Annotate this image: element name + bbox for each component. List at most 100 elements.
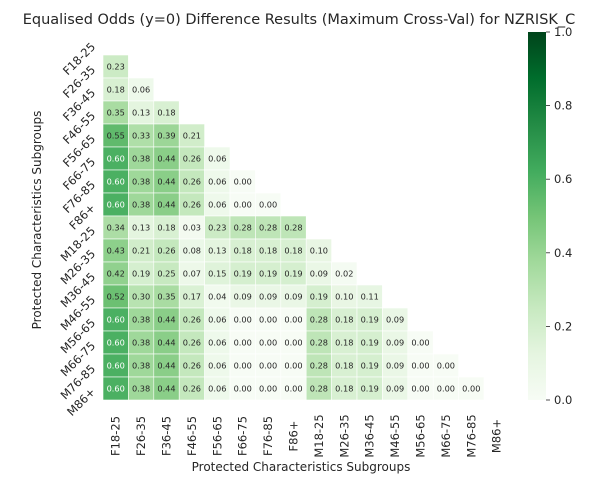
cell-value-label: 0.19 [310,292,328,302]
colorbar-tick-label: 0.4 [554,246,572,260]
x-tick-label: F76-85 [261,416,275,456]
cell-value-label: 0.19 [132,269,150,279]
cell-value-label: 0.19 [259,269,277,279]
cell-value-label: 0.00 [234,338,252,348]
cell-value-label: 0.06 [208,154,226,164]
x-tick-label: F56-65 [210,416,224,456]
cell-value-label: 0.18 [157,108,175,118]
cell-value-label: 0.34 [107,223,125,233]
cell-value-label: 0.00 [284,361,302,371]
x-tick-label: M76-85 [464,414,478,457]
cell-value-label: 0.38 [132,177,150,187]
colorbar [528,32,546,400]
cell-value-label: 0.00 [437,384,455,394]
cell-value-label: 0.18 [234,246,252,256]
cell-value-label: 0.26 [183,154,201,164]
x-tick-label: F36-45 [160,416,174,456]
cell-value-label: 0.09 [386,361,404,371]
cell-value-label: 0.00 [411,384,429,394]
cell-value-label: 0.43 [107,246,125,256]
cell-value-label: 0.35 [107,108,125,118]
cell-value-label: 0.06 [132,85,150,95]
cell-value-label: 0.02 [335,269,353,279]
cell-value-label: 0.00 [234,315,252,325]
colorbar-tick-label: 0.2 [554,319,572,333]
cell-value-label: 0.00 [462,384,480,394]
cell-value-label: 0.00 [234,384,252,394]
cell-value-label: 0.35 [157,292,175,302]
cell-value-label: 0.38 [132,384,150,394]
colorbar-tick-label: 0.8 [554,99,572,113]
cell-value-label: 0.18 [157,223,175,233]
cell-value-label: 0.23 [208,223,226,233]
cell-value-label: 0.39 [157,131,175,141]
cell-value-label: 0.25 [157,269,175,279]
x-tick-label: M86+ [490,419,504,453]
x-tick-label: M46-55 [388,414,402,457]
cell-value-label: 0.28 [259,223,277,233]
cell-value-label: 0.00 [234,200,252,210]
cell-value-label: 0.60 [107,177,125,187]
cell-value-label: 0.55 [107,131,125,141]
cell-value-label: 0.06 [208,384,226,394]
cell-value-label: 0.19 [361,384,379,394]
x-tick-labels: F18-25 F26-35 F36-45 F46-55 F56-65 F66-75 F76-… [109,414,504,457]
cell-value-label: 0.26 [183,361,201,371]
colorbar-ticks: 0.0 0.2 0.4 0.6 0.8 1.0 [546,25,572,407]
cell-value-label: 0.42 [107,269,125,279]
cell-value-label: 0.04 [208,292,226,302]
cell-value-label: 0.28 [310,384,328,394]
cell-value-label: 0.19 [361,315,379,325]
cell-value-label: 0.33 [132,131,150,141]
cell-value-label: 0.19 [361,338,379,348]
cell-value-label: 0.18 [259,246,277,256]
cell-value-label: 0.19 [284,269,302,279]
x-tick-label: M56-65 [414,414,428,457]
x-tick-label: F46-55 [185,416,199,456]
cell-value-label: 0.13 [132,223,150,233]
cell-value-label: 0.06 [208,338,226,348]
cell-value-label: 0.60 [107,361,125,371]
x-tick-label: F86+ [287,421,301,452]
x-axis-label: Protected Characteristics Subgroups [192,460,411,474]
cell-value-label: 0.10 [310,246,328,256]
cell-value-label: 0.06 [208,177,226,187]
chart-title: Equalised Odds (y=0) Difference Results … [23,12,576,28]
cell-value-label: 0.13 [208,246,226,256]
colorbar-tick-label: 1.0 [554,25,572,39]
cell-value-label: 0.26 [157,246,175,256]
cell-value-label: 0.00 [411,338,429,348]
cell-value-label: 0.26 [183,315,201,325]
y-tick-labels: F18-25F26-35F36-45F46-55F56-65F66-75F76-… [58,40,99,419]
cell-value-label: 0.38 [132,361,150,371]
cell-value-label: 0.00 [411,361,429,371]
cell-value-label: 0.09 [259,292,277,302]
colorbar-tick-label: 0.6 [554,172,572,186]
cell-value-label: 0.00 [259,338,277,348]
cell-value-label: 0.28 [284,223,302,233]
cell-value-label: 0.06 [208,361,226,371]
cell-value-label: 0.10 [335,292,353,302]
cell-value-label: 0.00 [259,315,277,325]
cell-value-label: 0.26 [183,177,201,187]
cell-value-label: 0.44 [157,315,175,325]
cell-value-label: 0.44 [157,338,175,348]
cell-value-label: 0.18 [335,338,353,348]
colorbar-tick-label: 0.0 [554,393,572,407]
x-tick-label: M18-25 [312,414,326,457]
cell-value-label: 0.30 [132,292,150,302]
x-tick-label: M36-45 [363,414,377,457]
cell-value-label: 0.09 [386,315,404,325]
cell-value-label: 0.60 [107,338,125,348]
cell-value-label: 0.03 [183,223,201,233]
cell-value-label: 0.28 [234,223,252,233]
cell-value-label: 0.44 [157,361,175,371]
cell-value-label: 0.38 [132,200,150,210]
cell-value-label: 0.18 [335,315,353,325]
cell-value-label: 0.26 [183,384,201,394]
cell-value-label: 0.18 [107,85,125,95]
cell-value-label: 0.00 [437,361,455,371]
cell-value-label: 0.00 [259,200,277,210]
cell-value-label: 0.60 [107,384,125,394]
